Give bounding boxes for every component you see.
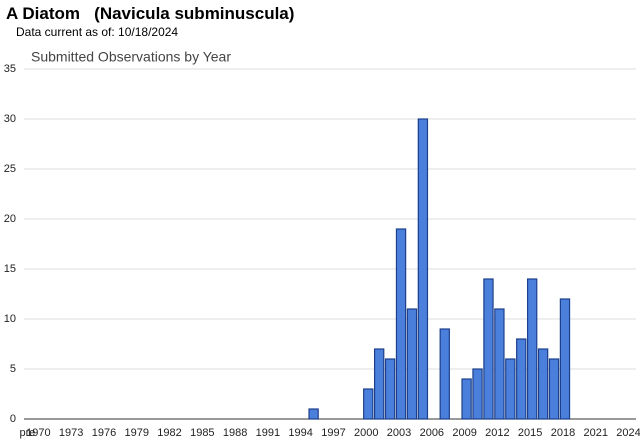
x-tick-label: 1997 [321,427,345,439]
bar [384,358,396,420]
page-title: A Diatom (Navicula subminuscula) [6,4,295,23]
y-tick-label: 15 [4,263,16,275]
bar [526,278,538,420]
y-tick-label: 35 [4,63,16,75]
bar [439,328,450,420]
bar [395,228,407,420]
x-tick-label: pre [20,427,36,439]
data-date: Data current as of: 10/18/2024 [16,25,179,39]
x-tick-label: 1976 [92,427,116,439]
bar [483,278,494,420]
bar [559,298,571,420]
x-tick-label: 1991 [256,427,280,439]
bar [461,378,472,420]
bar [308,408,319,420]
x-tick-label: 1982 [157,427,181,439]
x-tick-label: 2003 [387,427,411,439]
y-tick-label: 10 [4,313,16,325]
bar [537,348,549,420]
x-tick-label: 2018 [551,427,575,439]
bar [417,118,429,420]
chart-title: Submitted Observations by Year [31,49,231,65]
y-tick-label: 30 [4,113,16,125]
x-tick-label: 2009 [452,427,476,439]
bar [472,368,483,420]
bar [494,308,505,420]
y-tick-label: 5 [10,363,16,375]
bar [505,358,516,420]
bar [373,348,385,420]
x-tick-label: 2015 [518,427,542,439]
x-tick-label: 1970 [26,427,50,439]
x-tick-label: 1973 [59,427,83,439]
bar [363,388,374,420]
bar [516,338,527,420]
x-tick-label: 2000 [354,427,378,439]
x-tick-label: 2012 [485,427,509,439]
x-tick-label: 2006 [420,427,444,439]
bar [406,308,418,420]
x-tick-label: 1985 [190,427,214,439]
x-tick-label: 1994 [288,427,312,439]
x-tick-label: 2024 [616,427,640,439]
bar [548,358,560,420]
y-tick-label: 25 [4,163,16,175]
y-tick-label: 20 [4,213,16,225]
x-tick-label: 2021 [584,427,608,439]
x-tick-label: 1988 [223,427,247,439]
x-tick-label: 1979 [125,427,149,439]
y-tick-label: 0 [10,413,16,425]
